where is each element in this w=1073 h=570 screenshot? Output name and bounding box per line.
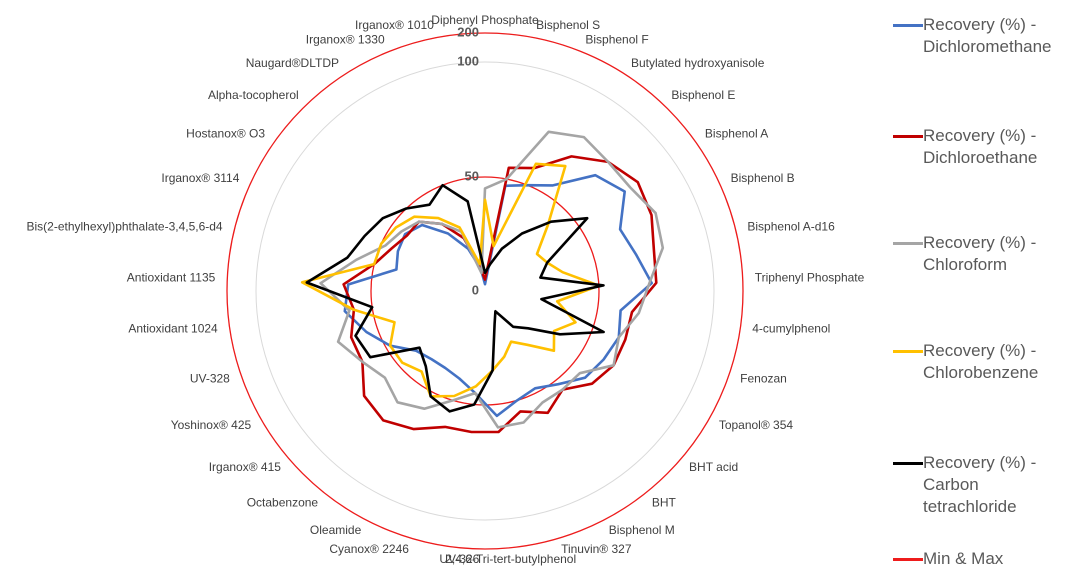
legend-label: Recovery (%) - Carbon tetrachloride <box>923 453 1037 516</box>
legend-item: Recovery (%) - Chloroform <box>893 232 1068 276</box>
category-label: Antioxidant 1024 <box>128 322 218 336</box>
legend-swatch <box>893 135 923 138</box>
category-label: Naugard®DLTDP <box>246 56 339 70</box>
legend-item: Recovery (%) - Dichloroethane <box>893 125 1068 169</box>
legend-swatch <box>893 462 923 465</box>
category-label: Antioxidant 1135 <box>127 270 216 284</box>
series-line <box>343 173 653 418</box>
category-label: UV-326 <box>439 552 479 566</box>
legend-swatch <box>893 242 923 245</box>
min-max-ring <box>226 32 744 550</box>
legend-item: Min & Max <box>893 548 1068 570</box>
category-label: Irganox® 1330 <box>306 33 385 47</box>
category-label: Bisphenol M <box>609 523 675 537</box>
legend-label: Min & Max <box>923 549 1004 568</box>
category-label: Bisphenol S <box>536 18 600 32</box>
legend-item: Recovery (%) - Carbon tetrachloride <box>893 452 1068 518</box>
category-label: Irganox® 3114 <box>161 171 239 185</box>
category-label: BHT <box>652 495 677 509</box>
category-label: Bisphenol A-d16 <box>747 220 835 234</box>
series-line <box>319 130 665 429</box>
category-label: Topanol® 354 <box>719 418 794 432</box>
category-label: Irganox® 415 <box>209 460 282 474</box>
category-label: Diphenyl Phosphate <box>431 13 539 27</box>
category-label: Cyanox® 2246 <box>329 542 409 556</box>
r-tick-label: 200 <box>457 24 479 39</box>
category-label: Oleamide <box>310 523 362 537</box>
category-label: BHT acid <box>689 460 738 474</box>
category-label: Bisphenol A <box>705 127 768 141</box>
r-tick-label: 50 <box>465 168 479 183</box>
legend-label: Recovery (%) - Chlorobenzene <box>923 341 1039 382</box>
grid-ring <box>255 61 715 521</box>
category-label: Bisphenol B <box>731 171 795 185</box>
legend-label: Recovery (%) - Dichloromethane <box>923 15 1052 56</box>
category-label: Bis(2-ethylhexyl)phthalate-3,4,5,6-d4 <box>27 220 223 234</box>
category-label: Bisphenol E <box>671 88 735 102</box>
series-line <box>342 155 658 434</box>
r-tick-label: 100 <box>457 53 479 68</box>
series-line <box>300 162 601 398</box>
category-label: Alpha-tocopherol <box>208 88 299 102</box>
r-tick-label: 0 <box>472 282 479 297</box>
legend-swatch <box>893 350 923 353</box>
legend-swatch <box>893 24 923 27</box>
category-label: Triphenyl Phosphate <box>755 270 865 284</box>
category-label: Butylated hydroxyanisole <box>631 56 765 70</box>
category-label: Irganox® 1010 <box>355 18 434 32</box>
legend-item: Recovery (%) - Dichloromethane <box>893 14 1068 58</box>
legend-label: Recovery (%) - Dichloroethane <box>923 126 1038 167</box>
legend-swatch <box>893 558 923 561</box>
legend-label: Recovery (%) - Chloroform <box>923 233 1037 274</box>
legend-item: Recovery (%) - Chlorobenzene <box>893 340 1068 384</box>
category-label: Yoshinox® 425 <box>171 418 252 432</box>
category-label: Octabenzone <box>247 495 319 509</box>
category-label: UV-328 <box>190 371 230 385</box>
category-label: Hostanox® O3 <box>186 127 265 141</box>
category-label: Fenozan <box>740 371 787 385</box>
category-label: Bisphenol F <box>585 33 648 47</box>
series-line <box>305 183 605 413</box>
category-label: 2,4,6-Tri-tert-butylphenol <box>445 552 576 566</box>
category-label: Tinuvin® 327 <box>561 542 632 556</box>
grid-ring <box>226 32 744 550</box>
category-label: 4-cumylphenol <box>752 322 830 336</box>
